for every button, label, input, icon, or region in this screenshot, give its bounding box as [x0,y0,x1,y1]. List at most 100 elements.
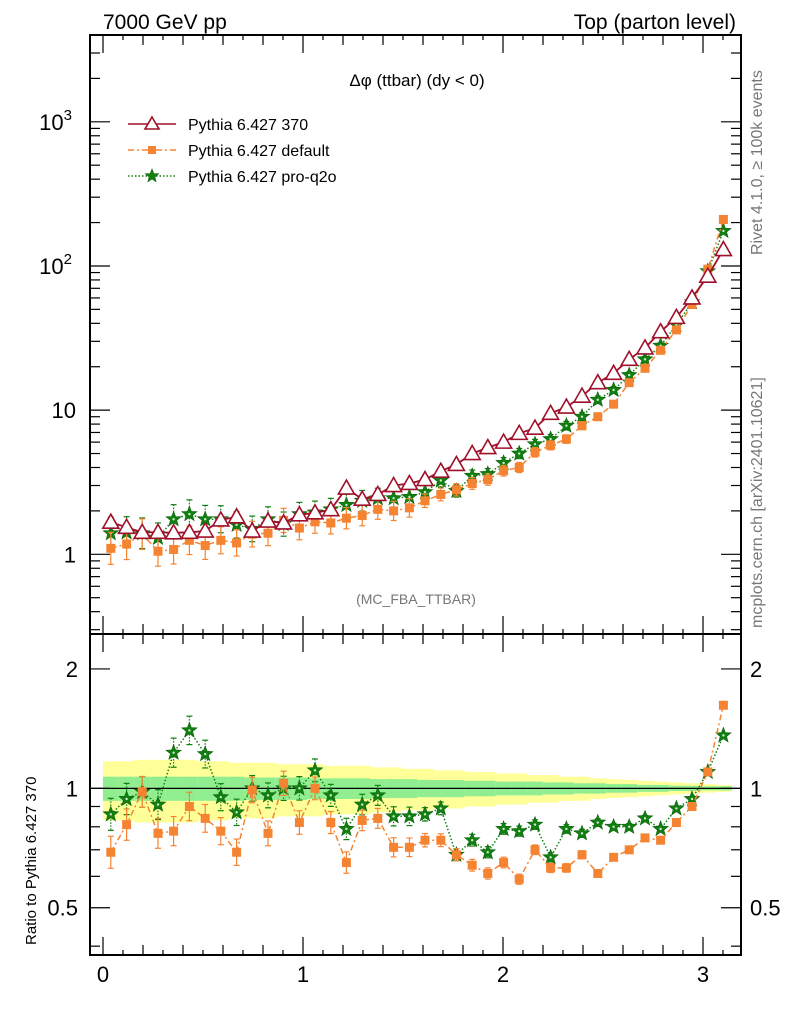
square-marker [467,478,477,488]
star-marker-center [235,523,238,527]
star-marker-center [471,839,474,842]
star-marker-center [329,794,332,797]
square-marker [184,801,194,811]
triangle-marker [180,522,199,540]
square-marker [703,767,713,777]
square-marker [451,850,461,860]
y-tick-label: 1 [64,542,76,567]
square-marker [499,858,509,868]
ratio-ylabel: Ratio to Pythia 6.427 370 [23,777,40,945]
square-marker [483,475,493,485]
square-marker [232,847,242,857]
star-marker-center [266,794,270,797]
star-marker-center [439,479,442,482]
triangle-marker [509,423,529,441]
square-marker [514,463,524,473]
star-marker-center [313,769,317,772]
y-tick-label: 1 [66,776,78,801]
square-marker [561,863,571,873]
square-marker [310,783,320,793]
y-tick-label-right: 1 [750,776,762,801]
triangle-marker [211,510,231,527]
star-marker-center [690,797,694,801]
square-marker [279,778,289,788]
square-marker [624,845,634,855]
triangle-marker [494,432,513,449]
star-marker-center [533,443,537,446]
square-marker [593,868,603,878]
square-marker [640,363,650,373]
star-marker-center [533,823,537,826]
triangle-marker [572,386,592,403]
square-marker [467,860,477,870]
square-marker [373,813,383,823]
triangle-marker [195,521,215,538]
triangle-marker [321,500,341,517]
square-marker [671,325,681,335]
star-marker-center [156,803,160,806]
triangle-marker [431,461,451,479]
square-marker [373,504,383,514]
square-marker [247,785,257,795]
triangle-marker [132,522,152,540]
header-right: Top (parton level) [574,11,736,34]
legend-entry-default: Pythia 6.427 default [128,143,330,160]
square-marker-icon [148,146,156,154]
triangle-marker [651,322,670,339]
triangle-marker [274,513,293,530]
y-tick-label-right: 0.5 [750,896,781,921]
triangle-marker [541,403,560,421]
star-marker-center [722,229,725,233]
triangle-marker [604,363,623,381]
triangle-marker [698,266,718,283]
square-marker [656,835,666,845]
square-marker [294,523,304,533]
y-tick-label-right: 2 [750,657,762,682]
star-marker-icon [144,168,160,183]
y-tick-exponent: 3 [64,107,72,124]
ratio-bands [90,759,741,823]
square-marker [169,544,179,554]
x-tick-label: 3 [697,962,709,987]
header-left: 7000 GeV pp [103,11,227,34]
square-marker [609,852,619,862]
series-pythia-6-427-370 [101,239,733,540]
star-marker-center [628,373,631,377]
square-marker [577,850,587,860]
square-marker [451,485,461,495]
star-marker-center [188,512,191,516]
main-title: Δφ (ttbar) (dy < 0) [349,71,484,90]
analysis-label: (MC_FBA_TTBAR) [356,591,476,607]
triangle-marker [101,512,121,529]
y-tick-label: 102 [39,251,72,279]
square-marker [357,815,367,825]
star-marker-center [518,829,521,833]
legend-entry-pro-q2o: Pythia 6.427 pro-q2o [128,168,337,186]
triangle-marker [337,478,356,495]
square-marker [561,434,571,444]
square-marker [420,835,430,845]
triangle-marker [682,288,702,305]
square-marker [609,399,619,409]
square-marker [216,826,226,836]
series-pythia-6-427-default [106,215,728,567]
star-marker-center [502,827,505,831]
triangle-marker [667,307,686,325]
star-marker-center [188,729,191,732]
ratio-series [102,700,732,885]
triangle-marker [415,469,435,487]
series-line [110,230,725,539]
rivet-label: Rivet 4.1.0, ≥ 100k events [749,70,766,255]
square-marker [671,818,681,828]
triangle-marker [588,373,608,390]
triangle-marker [525,418,545,435]
legend: Pythia 6.427 370 Pythia 6.427 default Py… [128,115,337,186]
triangle-marker-icon [143,115,161,130]
x-tick-label: 2 [497,962,509,987]
star-marker-center [549,437,552,441]
x-tick-labels: 0 1 2 3 [97,962,709,987]
square-marker [153,828,163,838]
star-marker-center [408,495,411,499]
